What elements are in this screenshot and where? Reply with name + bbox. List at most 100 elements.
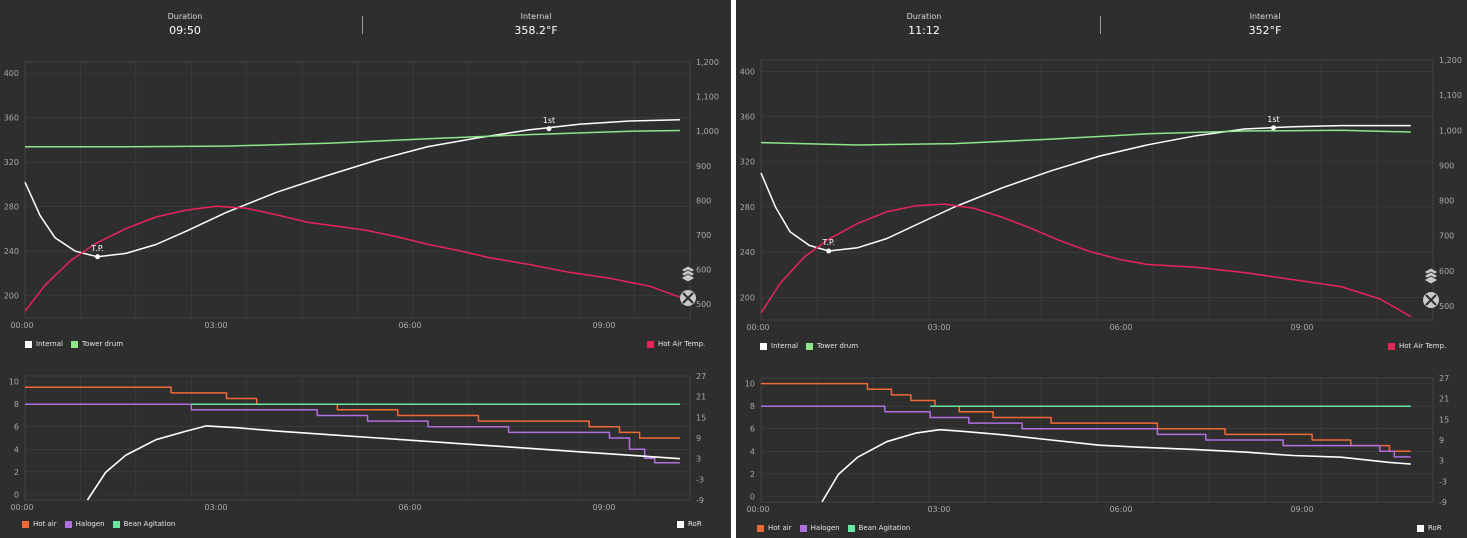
y-tick-label: 320 [740,158,755,167]
roast-chart-svg: 2002402803203604005006007008009001,0001,… [740,56,1462,514]
y-tick-label: 200 [4,292,19,301]
internal-value: 352°F [1248,24,1282,37]
y-tick-label: 280 [4,203,19,212]
legend-swatch-hot-air [757,524,764,532]
y-tick-label: 0 [750,492,755,501]
x-tick-label: 03:00 [927,323,950,332]
header-divider [362,16,363,34]
annotation-marker [95,254,101,260]
ror-legend: RoR [1417,524,1442,532]
legend-label-internal: Internal [36,340,63,348]
power-legend: Hot air Halogen Bean Agitation [22,520,175,528]
fan-icon[interactable] [1423,292,1439,308]
y2-tick-label: 21 [696,393,706,402]
annotation-label: 1st [1267,115,1279,124]
layers-icon[interactable] [680,265,696,283]
y-tick-label: 2 [750,470,755,479]
y-tick-label: 10 [745,380,755,389]
power-legend: Hot air Halogen Bean Agitation [757,524,910,532]
series-hot-air-line [761,382,1411,453]
y-tick-label: 240 [740,248,755,257]
y2-tick-label: 800 [696,196,711,205]
legend-label-bean-agitation: Bean Agitation [123,520,176,528]
legend-swatch-ror [1417,524,1424,532]
y-tick-label: 240 [4,247,19,256]
series-halogen-line [761,405,1411,458]
temperature-legend: Internal Tower drum [760,342,858,350]
legend-label-hot-air: Hot air [33,520,57,528]
x-tick-label: 00:00 [746,323,769,332]
legend-label-hot-air-temp: Hot Air Temp. [1399,342,1447,350]
series-internal-line [24,118,680,258]
y-tick-label: 4 [750,447,755,456]
y-tick-label: 2 [14,468,19,477]
y-tick-label: 320 [4,158,19,167]
x-tick-label: 09:00 [592,321,615,330]
legend-swatch-hot-air-temp [647,340,654,348]
y2-tick-label: 1,200 [696,58,719,67]
layers-icon[interactable] [1423,267,1439,285]
y2-tick-label: 600 [1439,267,1454,276]
y-tick-label: 10 [9,378,19,387]
series-ror-line [86,425,680,501]
y2-tick-label: 27 [696,372,706,381]
y2-tick-label: 1,000 [696,127,719,136]
annotation-label: T.P. [821,238,835,247]
legend-label-hot-air-temp: Hot Air Temp. [658,340,706,348]
legend-label-halogen: Halogen [810,524,840,532]
duration-stat: Duration 11:12 [824,12,1024,37]
y-tick-label: 8 [14,400,19,409]
legend-label-tower-drum: Tower drum [816,342,859,350]
legend-swatch-internal [760,342,767,350]
y-tick-label: 6 [750,425,755,434]
series-hot-air-temp-line [24,205,681,312]
y2-tick-label: 700 [696,231,711,240]
series-tower-drum-line [760,129,1411,146]
duration-label: Duration [906,12,942,21]
legend-label-halogen: Halogen [75,520,105,528]
x-tick-label: 03:00 [927,505,950,514]
y2-tick-label: -9 [1439,498,1447,507]
hot-air-temp-legend: Hot Air Temp. [647,340,705,348]
y-tick-label: 360 [4,114,19,123]
legend-label-bean-agitation: Bean Agitation [858,524,911,532]
annotation-marker [546,126,552,132]
roast-chart-svg: 2002402803203604005006007008009001,0001,… [4,58,719,512]
y2-tick-label: 900 [1439,161,1454,170]
legend-swatch-bean-agitation [112,520,120,528]
y2-tick-label: -3 [1439,477,1447,486]
roast-header: Duration 11:12 Internal 352°F [736,0,1467,46]
y-tick-label: 0 [14,490,19,499]
legend-swatch-halogen [64,520,72,528]
x-tick-label: 09:00 [1290,505,1313,514]
x-tick-label: 03:00 [204,321,227,330]
y2-tick-label: 1,100 [1439,91,1462,100]
fan-icon-blade [1425,294,1437,306]
y2-tick-label: 500 [1439,302,1454,311]
x-tick-label: 09:00 [592,503,615,512]
internal-stat: Internal 352°F [1165,12,1365,37]
legend-label-ror: RoR [688,520,702,528]
y-tick-label: 200 [740,293,755,302]
legend-swatch-hot-air-temp [1388,342,1395,350]
legend-swatch-ror [677,520,684,528]
internal-stat: Internal 358.2°F [436,12,636,37]
series-halogen-line [25,403,680,464]
roast-panel-left: Duration 09:50 Internal 358.2°F 200 240 28… [0,0,731,538]
x-tick-label: 09:00 [1290,323,1313,332]
internal-label: Internal [520,12,552,21]
duration-label: Duration [167,12,203,21]
y-tick-label: 8 [750,402,755,411]
duration-value: 11:12 [908,24,940,37]
y2-tick-label: 15 [1439,415,1449,424]
annotation-label: 1st [543,116,555,125]
y2-tick-label: 800 [1439,197,1454,206]
fan-icon[interactable] [680,290,696,306]
roast-panel-right: Duration 11:12 Internal 352°F 200 240 280 3… [736,0,1467,538]
series-tower-drum-line [25,129,680,148]
roast-header: Duration 09:50 Internal 358.2°F [0,0,731,46]
series-ror-line [821,428,1411,503]
fan-icon-blade [682,292,694,304]
y2-tick-label: 9 [1439,436,1444,445]
layers-icon-sheet [1423,275,1439,285]
